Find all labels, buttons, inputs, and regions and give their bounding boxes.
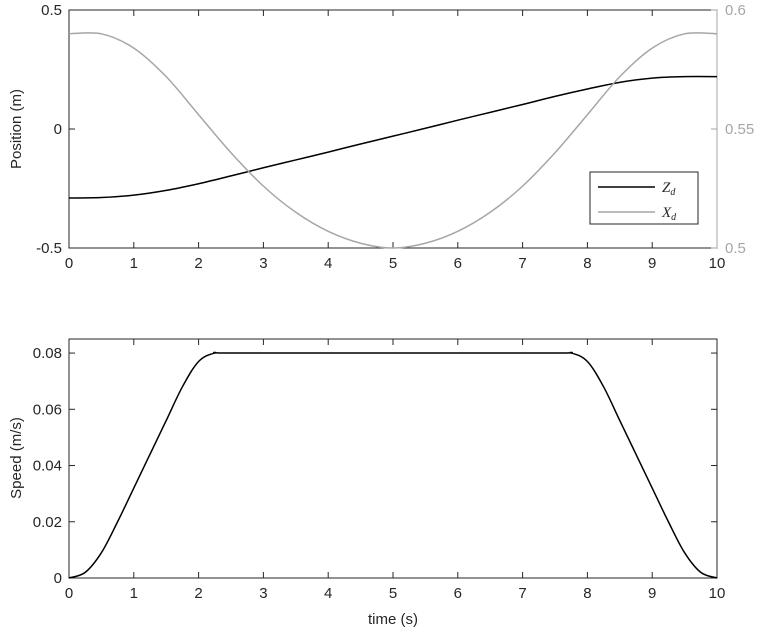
y-tick-label: 0.08 <box>33 345 62 362</box>
speed-x-ticks: 0 1 2 3 4 5 6 7 8 9 10 <box>65 339 726 602</box>
x-tick-label: 8 <box>583 255 591 272</box>
y-tick-label: 0 <box>54 121 62 138</box>
x-tick-label: 8 <box>583 585 591 602</box>
x-tick-label: 3 <box>259 585 267 602</box>
x-tick-label: 9 <box>648 585 656 602</box>
speed-x-axis-label: time (s) <box>368 611 418 628</box>
series-line-0 <box>68 351 718 579</box>
x-tick-label: 7 <box>518 585 526 602</box>
speed-y-axis-label: Speed (m/s) <box>8 417 25 499</box>
legend-box <box>589 171 699 225</box>
legend-label-xd: Xd <box>661 205 677 223</box>
legend: Zd Xd <box>589 171 699 225</box>
speed-panel: 0 1 2 3 4 5 6 7 8 9 10 0 0.02 0.04 0.06 0.08 Speed (m/… <box>8 338 726 628</box>
speed-plot-frame <box>68 338 718 579</box>
x-tick-label: 4 <box>324 585 332 602</box>
y-tick-label: 0.04 <box>33 458 62 475</box>
x-tick-label: 0 <box>65 255 73 272</box>
x-tick-label: 7 <box>518 255 526 272</box>
y-tick-label: 0.02 <box>33 514 62 531</box>
position-y-ticks: -0.5 0 0.5 <box>36 2 75 257</box>
series-line-z-d <box>68 75 718 199</box>
y-tick-label: 0 <box>54 570 62 587</box>
speed-series <box>68 351 718 579</box>
position-x-ticks: 0 1 2 3 4 5 6 7 8 9 10 <box>65 10 726 272</box>
y-tick-label: 0.06 <box>33 401 62 418</box>
x-tick-label: 10 <box>709 255 726 272</box>
x-tick-label: 3 <box>259 255 267 272</box>
x-tick-label: 2 <box>194 255 202 272</box>
position-series <box>68 32 718 249</box>
x-tick-label: 4 <box>324 255 332 272</box>
x-tick-label: 1 <box>130 585 138 602</box>
legend-label-zd: Zd <box>662 180 676 198</box>
x-tick-label: 6 <box>454 255 462 272</box>
position-y2-ticks: 0.5 0.55 0.6 <box>711 2 754 257</box>
x-tick-label: 5 <box>389 255 397 272</box>
position-y-axis-label: Position (m) <box>8 89 25 169</box>
position-panel: 0 1 2 3 4 5 6 7 8 9 10 -0.500.5 0.50.550.6 Positio… <box>8 2 754 272</box>
x-tick-label: 1 <box>130 255 138 272</box>
x-tick-label: 5 <box>389 585 397 602</box>
y2-tick-label: 0.55 <box>725 121 754 138</box>
x-tick-label: 0 <box>65 585 73 602</box>
y2-tick-label: 0.6 <box>725 2 746 19</box>
y-tick-label: -0.5 <box>36 240 62 257</box>
x-tick-label: 6 <box>454 585 462 602</box>
y2-tick-label: 0.5 <box>725 240 746 257</box>
x-tick-label: 2 <box>194 585 202 602</box>
x-tick-label: 9 <box>648 255 656 272</box>
x-tick-label: 10 <box>709 585 726 602</box>
series-line-x-d <box>68 32 718 249</box>
y-tick-label: 0.5 <box>41 2 62 19</box>
